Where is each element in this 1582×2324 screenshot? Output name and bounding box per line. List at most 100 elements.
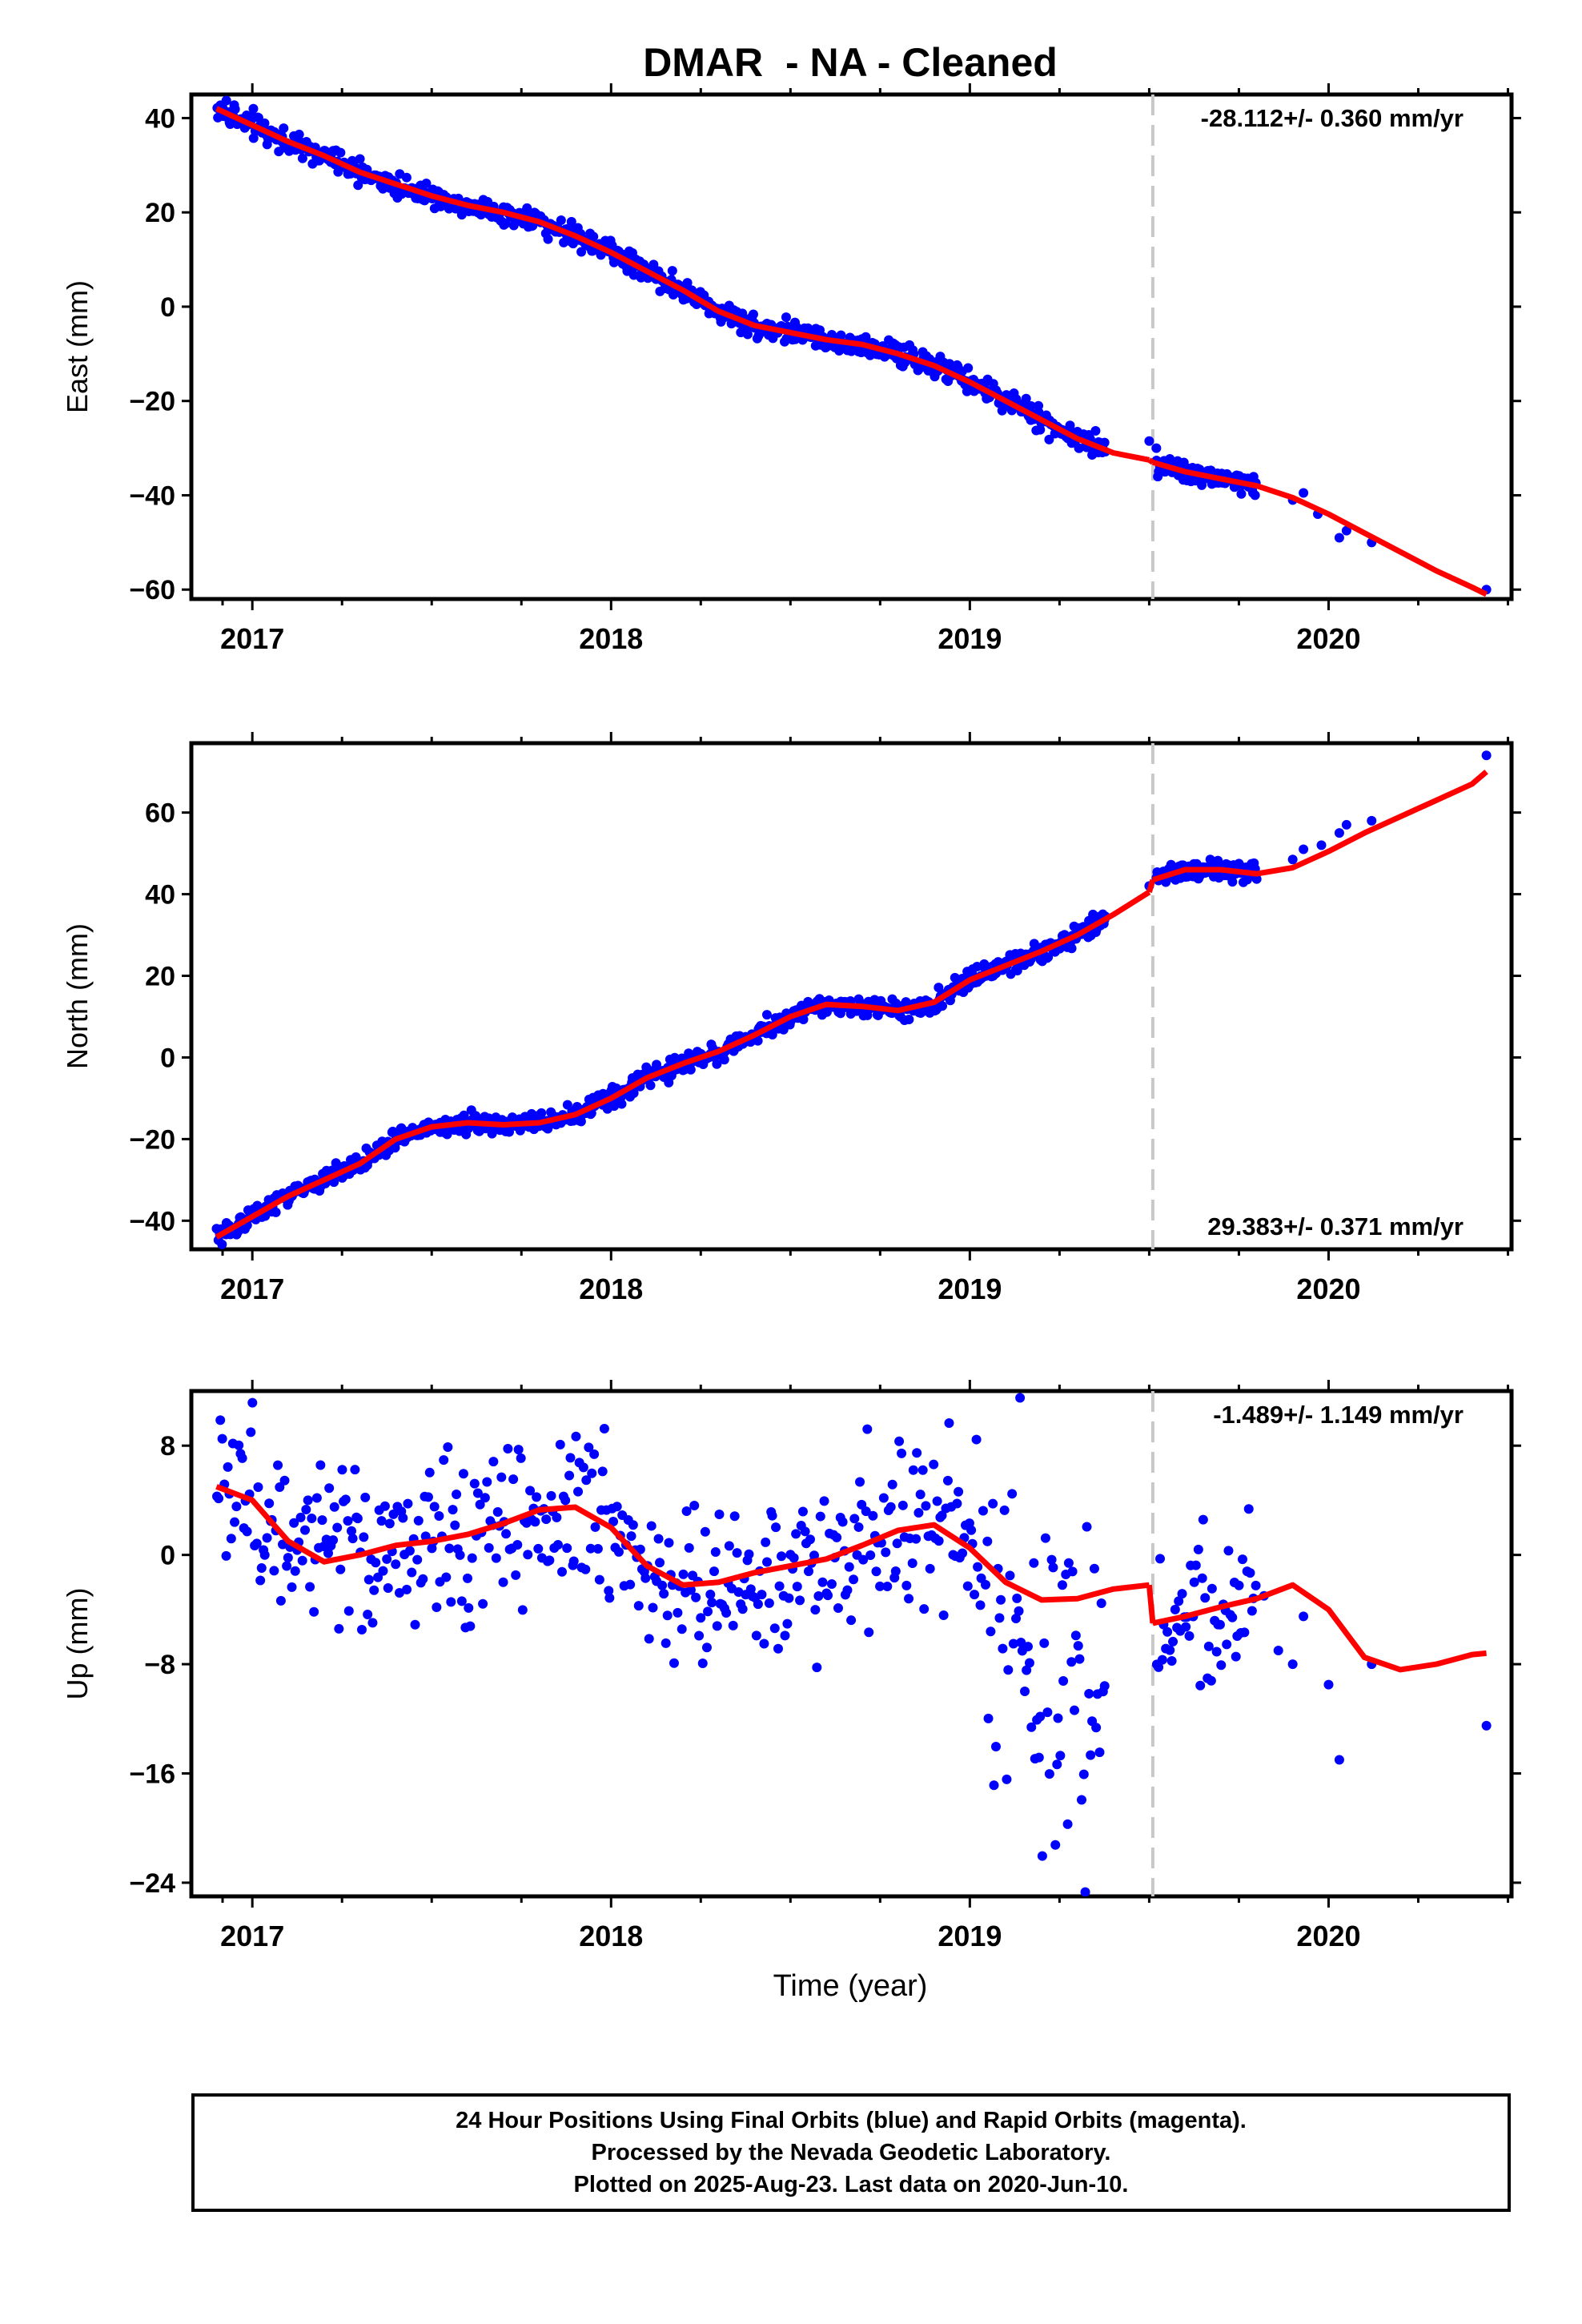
x-tick-label: 2020 <box>1296 1273 1360 1305</box>
velocity-label: -1.489+/- 1.149 mm/yr <box>1213 1401 1464 1429</box>
data-point <box>1002 1774 1012 1784</box>
data-point <box>892 1538 902 1549</box>
data-point <box>983 1713 994 1723</box>
data-point <box>525 1486 536 1496</box>
data-point <box>439 1455 449 1466</box>
data-point <box>1323 1679 1334 1690</box>
data-point <box>635 1544 645 1554</box>
y-tick-label: 40 <box>145 880 175 911</box>
data-point <box>657 1580 668 1590</box>
data-point <box>328 1535 339 1546</box>
data-point <box>745 1584 756 1594</box>
data-point <box>230 104 240 115</box>
data-point <box>503 1443 513 1454</box>
data-point <box>464 1602 474 1613</box>
data-point <box>1039 1638 1050 1648</box>
data-point <box>728 1620 738 1630</box>
data-point <box>592 1544 603 1554</box>
data-point <box>732 1548 742 1558</box>
data-point <box>759 1638 769 1649</box>
data-point <box>805 1534 815 1545</box>
data-point <box>865 1550 876 1561</box>
data-point <box>915 1490 926 1500</box>
data-point <box>1034 1752 1044 1763</box>
data-point <box>578 1462 588 1473</box>
y-tick-label: 8 <box>160 1431 175 1462</box>
data-point <box>465 1621 476 1631</box>
data-point <box>1070 1705 1080 1715</box>
data-point <box>777 1551 787 1562</box>
data-point <box>1099 437 1110 448</box>
data-point <box>757 1590 767 1600</box>
data-point <box>402 1584 412 1594</box>
data-point <box>908 1465 918 1475</box>
data-point <box>492 1507 503 1518</box>
data-point <box>1062 1819 1073 1829</box>
data-point <box>246 1427 256 1437</box>
data-point <box>1015 1393 1026 1403</box>
data-point <box>421 178 432 188</box>
data-point <box>813 1590 824 1601</box>
data-point <box>580 1564 591 1574</box>
data-point <box>761 1537 771 1547</box>
data-point <box>826 1578 837 1589</box>
data-point <box>448 1505 458 1515</box>
data-point <box>401 172 412 183</box>
data-point <box>463 1573 473 1583</box>
data-point <box>391 1559 401 1570</box>
data-point <box>552 1540 563 1550</box>
data-point <box>792 1582 802 1592</box>
data-point <box>1177 1589 1187 1599</box>
data-point <box>287 1582 297 1592</box>
y-tick-label: −40 <box>129 480 175 511</box>
data-point <box>932 1496 942 1506</box>
data-point <box>398 1513 408 1523</box>
data-point <box>774 1581 785 1591</box>
data-point <box>1203 1641 1214 1651</box>
data-point <box>1223 1546 1234 1556</box>
x-tick-label: 2020 <box>1296 1920 1360 1952</box>
data-point <box>616 1099 627 1109</box>
data-point <box>484 1542 494 1553</box>
data-point <box>748 309 758 320</box>
data-point <box>1021 393 1031 404</box>
data-point <box>667 266 677 276</box>
data-point <box>379 1501 390 1511</box>
data-point <box>999 1505 1010 1515</box>
data-point <box>604 1586 614 1596</box>
data-point <box>475 1499 485 1510</box>
data-point <box>1334 533 1344 543</box>
data-point <box>434 1510 444 1521</box>
data-point <box>343 1516 353 1526</box>
data-point <box>1189 1577 1199 1587</box>
data-point <box>844 1562 854 1572</box>
data-point <box>800 1526 810 1537</box>
data-point <box>714 1510 725 1520</box>
data-point <box>564 1470 575 1481</box>
y-tick-label: −24 <box>129 1868 175 1899</box>
data-point <box>998 1643 1008 1654</box>
data-point <box>498 1577 508 1587</box>
data-point <box>1053 1713 1063 1723</box>
model-offset-step <box>1146 1584 1156 1624</box>
data-point <box>511 1570 521 1580</box>
data-point <box>242 1526 252 1537</box>
data-point <box>420 1531 431 1542</box>
data-point <box>1334 828 1344 838</box>
data-point <box>795 1595 805 1606</box>
data-point <box>812 1663 822 1673</box>
data-point <box>273 1460 283 1470</box>
data-point <box>681 1506 692 1516</box>
y-tick-label: 0 <box>160 1541 175 1571</box>
data-point <box>1066 943 1077 954</box>
data-point <box>917 1465 928 1475</box>
data-point <box>882 1581 893 1591</box>
data-point <box>925 1563 935 1574</box>
data-point <box>371 1558 381 1568</box>
data-point <box>901 1580 912 1590</box>
data-point <box>279 123 289 134</box>
data-point <box>938 1610 949 1621</box>
data-point <box>1236 489 1247 499</box>
data-point <box>1154 1662 1164 1672</box>
